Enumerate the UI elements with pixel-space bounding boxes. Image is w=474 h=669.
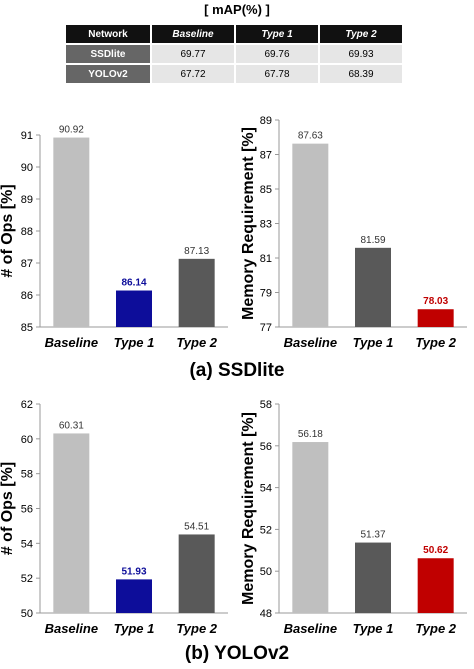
x-category-label: Baseline (284, 335, 337, 350)
y-tick-label: 87 (21, 258, 33, 270)
y-tick-label: 62 (21, 399, 33, 411)
x-category-label: Type 2 (176, 621, 217, 636)
y-tick-label: 50 (260, 566, 272, 578)
y-axis-label: # of Ops [%] (0, 184, 16, 277)
header-network: Network (66, 25, 150, 43)
y-tick-label: 85 (21, 322, 33, 334)
bar-value-label: 60.31 (59, 420, 84, 431)
y-tick-label: 54 (21, 538, 33, 550)
y-tick-label: 90 (21, 162, 33, 174)
bar-value-label: 51.93 (121, 566, 146, 577)
bar-value-label: 81.59 (360, 235, 385, 246)
y-tick-label: 56 (21, 504, 33, 516)
bar (53, 433, 89, 613)
chart-ssd-ops: 85 86 87 88 89 90 91 # of Ops [%] 90.92 Baseline 8… (0, 108, 235, 356)
header-type1: Type 1 (236, 25, 318, 43)
y-axis-label: # of Ops [%] (0, 462, 16, 555)
header-baseline: Baseline (152, 25, 234, 43)
bar-value-label: 90.92 (59, 125, 84, 136)
y-tick-label: 87 (260, 150, 272, 162)
x-category-label: Type 1 (114, 335, 155, 350)
table-cell: 69.77 (152, 45, 234, 63)
bar (292, 442, 328, 613)
bar (53, 138, 89, 327)
caption-a: (a) SSDlite (0, 360, 474, 382)
y-tick-label: 79 (260, 288, 272, 300)
y-axis-label: Memory Requirement [%] (240, 127, 257, 320)
y-tick-label: 77 (260, 322, 272, 334)
bar (355, 543, 391, 613)
y-tick-label: 54 (260, 483, 272, 495)
table-cell: 68.39 (320, 65, 402, 83)
x-category-label: Type 2 (415, 335, 456, 350)
bar (355, 248, 391, 327)
y-tick-label: 58 (260, 399, 272, 411)
x-category-label: Baseline (45, 621, 98, 636)
row-label: YOLOv2 (66, 65, 150, 83)
bar (116, 291, 152, 327)
y-tick-label: 86 (21, 290, 33, 302)
table-title: [ mAP(%) ] (0, 2, 474, 17)
table-cell: 67.72 (152, 65, 234, 83)
bar (179, 259, 215, 327)
x-category-label: Baseline (45, 335, 98, 350)
bar (292, 144, 328, 327)
bar (418, 558, 454, 613)
bar-value-label: 78.03 (423, 296, 448, 307)
bar (418, 309, 454, 327)
y-tick-label: 81 (260, 253, 272, 265)
bar-value-label: 86.14 (121, 278, 146, 289)
y-tick-label: 89 (21, 194, 33, 206)
y-tick-label: 88 (21, 226, 33, 238)
y-tick-label: 52 (21, 573, 33, 585)
y-tick-label: 58 (21, 469, 33, 481)
x-category-label: Type 2 (415, 621, 456, 636)
table-cell: 67.78 (236, 65, 318, 83)
table-cell: 69.93 (320, 45, 402, 63)
y-tick-label: 48 (260, 608, 272, 620)
bar-value-label: 87.13 (184, 246, 209, 257)
bar-value-label: 56.18 (298, 429, 323, 440)
y-tick-label: 56 (260, 441, 272, 453)
chart-yolo-mem: 48 50 52 54 56 58Memory Requirement [%] 56.18 B… (237, 394, 474, 638)
map-table: Network Baseline Type 1 Type 2 SSDlite 6… (64, 23, 404, 85)
bar-value-label: 51.37 (360, 530, 385, 541)
y-tick-label: 85 (260, 184, 272, 196)
x-category-label: Type 1 (353, 335, 394, 350)
header-type2: Type 2 (320, 25, 402, 43)
table-header-row: Network Baseline Type 1 Type 2 (66, 25, 402, 43)
chart-yolo-ops: 50 52 54 56 58 60 62 # of Ops [%] 60.31 Baseline 5… (0, 394, 235, 638)
row-label: SSDlite (66, 45, 150, 63)
x-category-label: Type 1 (114, 621, 155, 636)
y-tick-label: 52 (260, 524, 272, 536)
bar-value-label: 87.63 (298, 131, 323, 142)
y-tick-label: 91 (21, 130, 33, 142)
table-row: YOLOv2 67.72 67.78 68.39 (66, 65, 402, 83)
bar-value-label: 50.62 (423, 545, 448, 556)
x-category-label: Baseline (284, 621, 337, 636)
chart-ssd-mem: 77 79 81 83 85 87 89Memory Requirement [%] 87.6… (237, 108, 474, 356)
y-axis-label: Memory Requirement [%] (240, 412, 257, 605)
y-tick-label: 50 (21, 608, 33, 620)
table-row: SSDlite 69.77 69.76 69.93 (66, 45, 402, 63)
y-tick-label: 60 (21, 434, 33, 446)
table-cell: 69.76 (236, 45, 318, 63)
caption-b: (b) YOLOv2 (0, 643, 474, 665)
x-category-label: Type 2 (176, 335, 217, 350)
y-tick-label: 83 (260, 219, 272, 231)
y-tick-label: 89 (260, 115, 272, 127)
bar-value-label: 54.51 (184, 521, 209, 532)
x-category-label: Type 1 (353, 621, 394, 636)
bar (116, 579, 152, 613)
bar (179, 534, 215, 613)
